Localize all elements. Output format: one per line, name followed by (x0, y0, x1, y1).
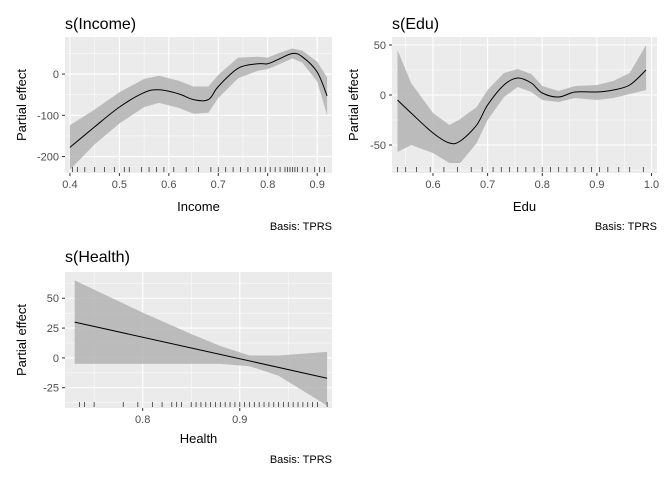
confidence-ribbon (74, 280, 328, 406)
panel-2: 0.8 0.9 -25 0 25 50 s(Health) Health Partial eff… (14, 249, 332, 466)
x-axis-label: Health (180, 431, 218, 446)
x-tick-label: 0.8 (135, 414, 150, 426)
caption: Basis: TPRS (595, 221, 657, 233)
y-axis-label: Partial effect (14, 69, 29, 141)
x-tick-label: 0.6 (425, 179, 440, 191)
x-tick-label: 0.9 (310, 179, 325, 191)
x-tick-label: 0.8 (260, 179, 275, 191)
y-axis-label: Partial effect (346, 69, 361, 141)
x-tick-label: 0.7 (211, 179, 226, 191)
smooth-line (69, 52, 328, 148)
y-tick-label: 50 (47, 293, 59, 305)
x-tick-label: 0.6 (161, 179, 176, 191)
y-tick-label: -200 (37, 152, 59, 164)
panel-title: s(Income) (65, 16, 136, 33)
y-axis-label: Partial effect (14, 304, 29, 376)
x-tick-label: 0.5 (112, 179, 127, 191)
y-tick-label: 50 (374, 40, 386, 52)
confidence-ribbon (69, 48, 328, 170)
panel-title: s(Edu) (392, 16, 439, 33)
x-tick-label: 0.9 (589, 179, 604, 191)
caption: Basis: TPRS (270, 454, 332, 466)
y-tick-label: -25 (43, 383, 59, 395)
y-tick-label: -100 (37, 110, 59, 122)
panel-background (392, 37, 657, 173)
x-axis-label: Income (177, 199, 220, 214)
panel-title: s(Health) (65, 249, 130, 266)
panel-1: 0.6 0.7 0.8 0.9 1.0 -50 0 50 s(Edu) Edu Partial ef… (346, 16, 659, 233)
y-tick-label: 25 (47, 323, 59, 335)
x-tick-label: 0.4 (62, 179, 77, 191)
x-tick-label: 0.9 (232, 414, 247, 426)
smooth-line (74, 321, 328, 379)
caption: Basis: TPRS (270, 221, 332, 233)
y-tick-label: 0 (53, 353, 59, 365)
x-tick-label: 0.8 (535, 179, 550, 191)
panel-0: 0.4 0.5 0.6 0.7 0.8 0.9 -200 -100 0 s(Income) Inco… (14, 16, 332, 233)
confidence-ribbon (397, 45, 647, 163)
x-tick-label: 0.7 (480, 179, 495, 191)
x-axis-label: Edu (513, 199, 536, 214)
smooth-line (397, 69, 647, 145)
y-tick-label: 0 (53, 69, 59, 81)
x-tick-label: 1.0 (644, 179, 659, 191)
y-tick-label: -50 (370, 140, 386, 152)
y-tick-label: 0 (380, 90, 386, 102)
